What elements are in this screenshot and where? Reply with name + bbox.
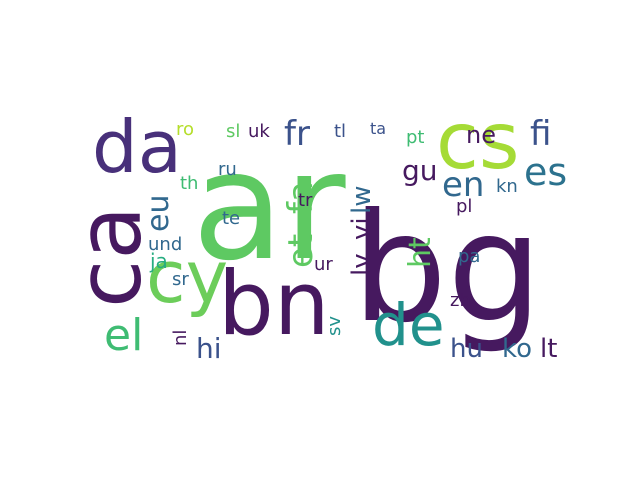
- word-sv: sv: [324, 316, 345, 336]
- word-kn: kn: [496, 176, 518, 197]
- word-ko: ko: [502, 334, 532, 364]
- word-und: und: [148, 234, 182, 255]
- word-tl: tl: [334, 121, 346, 142]
- word-zh: zh: [450, 290, 471, 311]
- word-ro: ro: [176, 119, 194, 140]
- word-ru: ru: [218, 159, 237, 180]
- word-uk: uk: [248, 121, 270, 142]
- word-cs: cs: [436, 97, 520, 187]
- word-pt: pt: [406, 127, 424, 148]
- word-ar: ar: [192, 120, 346, 294]
- word-eu: eu: [141, 195, 176, 232]
- word-gu: gu: [402, 154, 438, 187]
- word-te: te: [222, 208, 240, 229]
- word-bg: bg: [352, 182, 542, 356]
- word-bn: bn: [218, 252, 330, 355]
- word-ca: ca: [58, 206, 161, 308]
- word-lv: lv: [347, 253, 377, 276]
- word-fr: fr: [284, 114, 310, 154]
- word-pl: pl: [456, 196, 472, 217]
- word-hu: hu: [450, 334, 483, 364]
- word-cy: cy: [146, 235, 228, 319]
- word-pa: pa: [458, 246, 480, 267]
- word-hi: hi: [196, 332, 222, 365]
- word-ta: ta: [370, 119, 386, 138]
- word-sl: sl: [226, 121, 240, 142]
- word-el: el: [104, 310, 143, 361]
- word-ur: ur: [314, 254, 333, 275]
- word-et: et: [281, 234, 321, 268]
- word-tr: tr: [298, 190, 313, 211]
- word-es: es: [524, 150, 567, 194]
- word-lw: lw: [347, 186, 377, 215]
- word-nl: nl: [170, 330, 191, 346]
- word-lt: lt: [540, 334, 557, 364]
- word-vi: vi: [347, 217, 377, 240]
- word-ne: ne: [466, 121, 496, 149]
- word-sr: sr: [172, 269, 189, 290]
- word-ja: ja: [149, 249, 168, 273]
- word-fi: fi: [530, 114, 551, 154]
- word-de: de: [372, 291, 445, 359]
- word-fa: fa: [281, 181, 321, 214]
- word-da: da: [92, 105, 182, 189]
- word-ht: ht: [403, 237, 438, 268]
- word-en: en: [442, 165, 484, 205]
- word-th: th: [180, 173, 198, 194]
